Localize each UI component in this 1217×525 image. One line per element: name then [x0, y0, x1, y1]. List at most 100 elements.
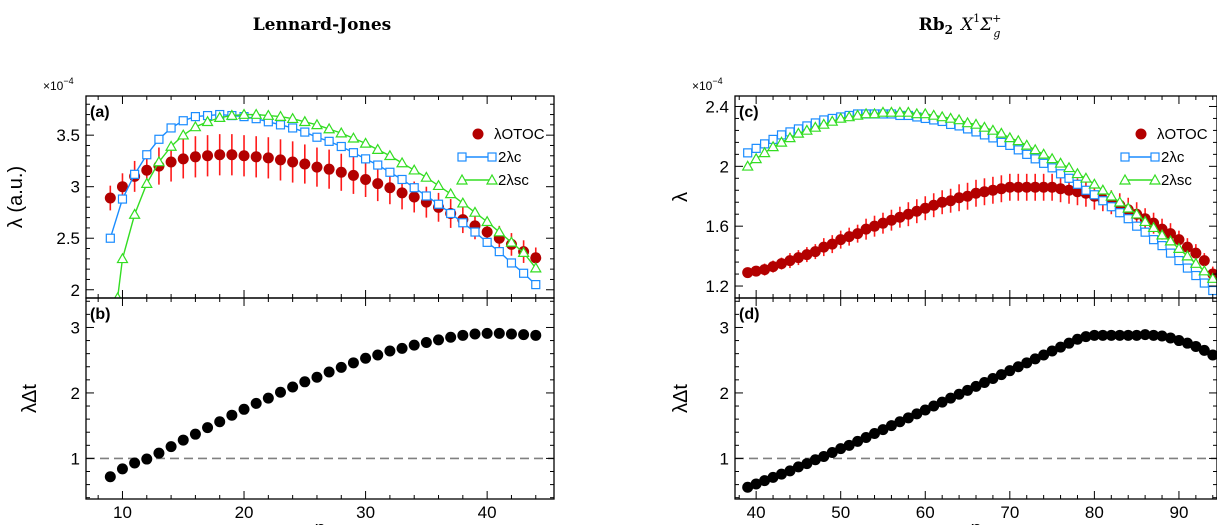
marker-triangle: [1020, 139, 1033, 150]
axis-multiplier-exp: −4: [63, 76, 73, 86]
axis-multiplier: ×10−4: [43, 76, 74, 93]
marker-circle: [299, 376, 311, 388]
series-lc: [105, 109, 541, 290]
marker-circle: [153, 447, 165, 459]
marker-circle: [347, 169, 359, 181]
marker-circle: [1164, 228, 1176, 240]
legend-marker-lc: [1150, 152, 1160, 162]
legend-label-otoc: λOTOC: [494, 126, 545, 143]
marker-square: [1123, 214, 1133, 224]
marker-circle: [396, 342, 408, 354]
marker-circle: [877, 424, 889, 436]
marker-triangle: [481, 215, 494, 227]
marker-circle: [238, 403, 250, 415]
marker-circle: [818, 241, 830, 253]
marker-square: [1072, 179, 1083, 189]
marker-triangle: [165, 140, 178, 151]
title-rb2: Rb2 X1Σ+ g: [919, 12, 1002, 40]
marker-circle: [262, 392, 274, 404]
marker-square: [288, 123, 298, 133]
marker-circle: [1131, 329, 1143, 341]
marker-circle: [742, 267, 754, 279]
marker-circle: [894, 416, 906, 428]
marker-triangle: [250, 108, 263, 119]
marker-triangle: [885, 106, 898, 117]
marker-triangle: [741, 160, 754, 171]
marker-circle: [894, 211, 906, 223]
marker-triangle: [1139, 215, 1152, 227]
marker-triangle: [262, 109, 275, 120]
marker-triangle: [961, 116, 974, 128]
marker-circle: [953, 388, 965, 400]
y-tick-label: 2: [71, 384, 80, 403]
marker-square: [446, 208, 456, 219]
series-line-lc: [747, 113, 1214, 292]
marker-circle: [1122, 329, 1134, 341]
legend: λOTOC 2λc 2λsc: [455, 126, 545, 189]
panel-label: (b): [90, 306, 110, 323]
marker-circle: [970, 380, 982, 392]
marker-triangle: [456, 196, 469, 208]
plot-area-a: [104, 108, 542, 298]
axis-multiplier-base: ×10: [692, 79, 713, 93]
y-tick-label: 2: [71, 281, 80, 300]
series-ldt: [742, 329, 1217, 493]
marker-triangle: [800, 124, 813, 135]
marker-circle: [104, 471, 116, 483]
marker-circle: [776, 258, 788, 270]
marker-triangle: [1071, 167, 1084, 179]
marker-square: [1005, 140, 1015, 150]
y-tick-label: 1: [71, 449, 80, 468]
marker-triangle: [1206, 272, 1217, 283]
marker-triangle: [876, 106, 890, 117]
marker-circle: [226, 409, 238, 421]
marker-square: [1148, 235, 1159, 245]
marker-circle: [250, 151, 262, 163]
marker-square: [1157, 241, 1167, 251]
marker-circle: [750, 478, 762, 490]
marker-triangle: [910, 107, 923, 119]
marker-circle: [214, 416, 226, 428]
marker-circle: [1156, 330, 1168, 342]
marker-triangle: [1046, 152, 1059, 164]
marker-circle: [323, 366, 335, 378]
marker-triangle: [396, 156, 409, 168]
y-tick-label: 2: [720, 157, 729, 176]
marker-circle: [141, 164, 153, 176]
marker-triangle: [868, 107, 881, 119]
marker-circle: [835, 234, 847, 246]
marker-triangle: [310, 118, 323, 130]
x-axis-label: n: [314, 518, 325, 525]
marker-circle: [860, 223, 872, 235]
legend-marker-lsc: [485, 173, 499, 185]
marker-triangle: [860, 107, 873, 119]
marker-circle: [936, 196, 948, 208]
marker-circle: [202, 150, 214, 162]
marker-circle: [116, 181, 128, 193]
marker-circle: [1021, 357, 1033, 369]
marker-square: [300, 127, 310, 137]
title-lennard-jones: Lennard-Jones: [253, 15, 392, 35]
marker-square: [1191, 270, 1201, 281]
marker-triangle: [505, 236, 518, 247]
marker-triangle: [834, 112, 847, 123]
marker-triangle: [493, 225, 506, 237]
y-axis-label: λΔt: [19, 384, 41, 413]
marker-triangle: [995, 127, 1008, 138]
panel-c: 1.2 1.6 2 2.4 λ ×10−4 (c) λOTOC 2λc 2λsc: [670, 76, 1217, 299]
marker-square: [1165, 248, 1176, 258]
marker-circle: [995, 183, 1007, 195]
plot-area-c: [741, 106, 1217, 296]
marker-square: [385, 167, 395, 177]
marker-circle: [274, 386, 286, 398]
legend-label-lsc: 2λsc: [1161, 172, 1192, 189]
title-rb2-sub2: g: [993, 27, 1000, 40]
marker-circle: [250, 397, 262, 409]
marker-circle: [928, 199, 940, 211]
marker-circle: [177, 153, 189, 165]
marker-triangle: [1054, 157, 1067, 168]
marker-circle: [1055, 183, 1067, 195]
legend-label-lc: 2λc: [1161, 149, 1185, 166]
panel-a: 2 2.5 3 3.5 λ (a.u.) ×10−4 (a) λOTOC 2λc 2λsc: [5, 76, 555, 300]
marker-circle: [287, 156, 299, 168]
